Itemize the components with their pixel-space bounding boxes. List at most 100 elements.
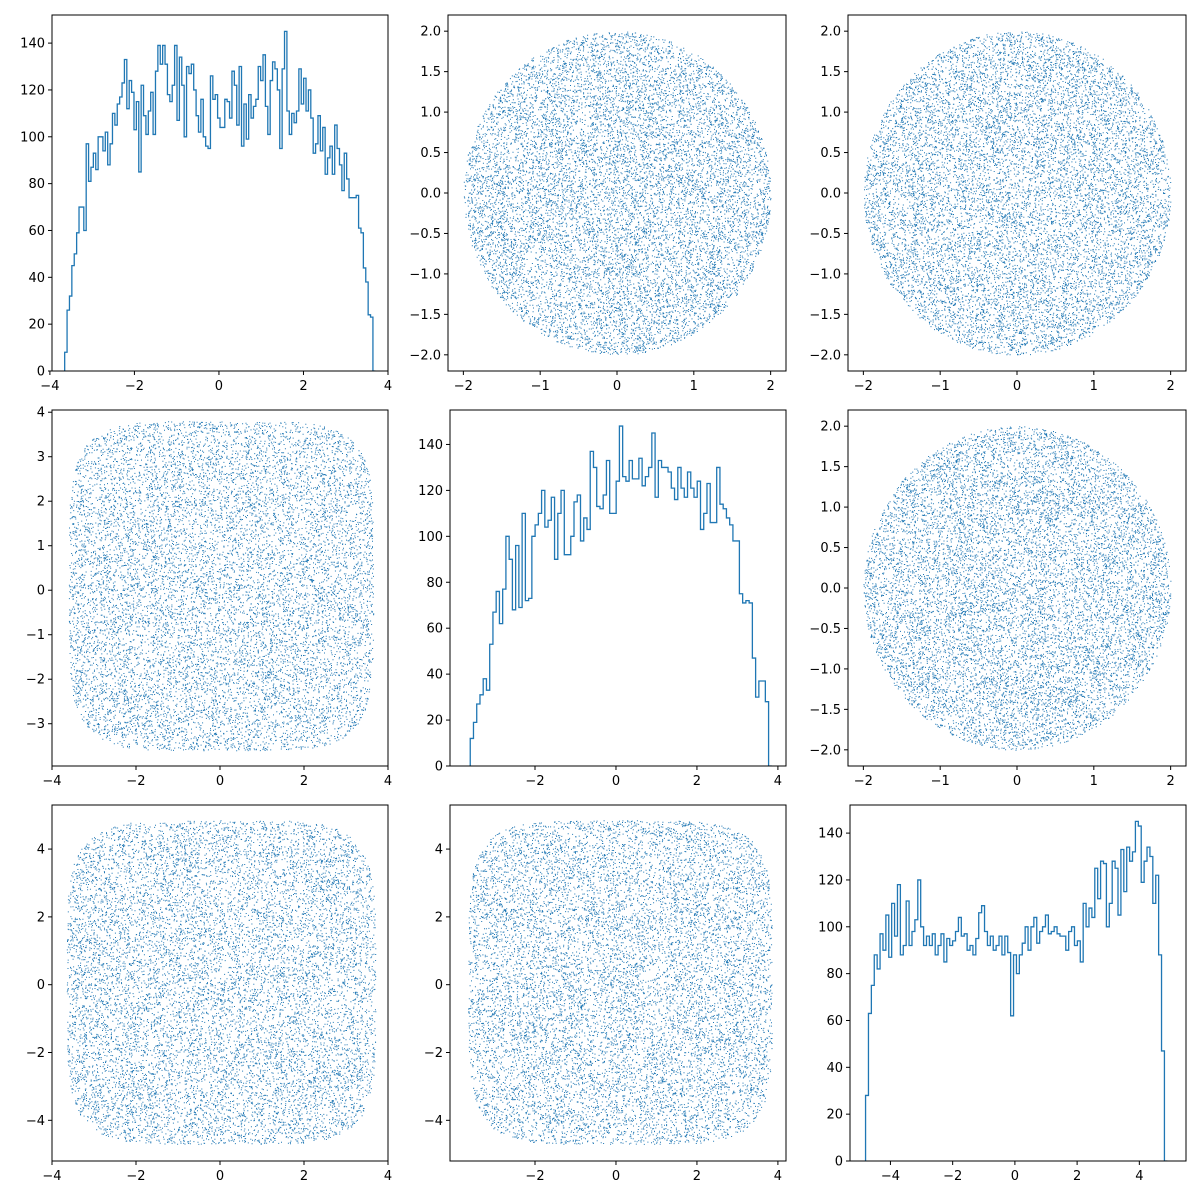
y-tick-label: 40 [426,668,443,683]
y-tick-label: 60 [426,622,443,637]
y-tick-label: −1.0 [409,267,441,282]
y-tick-label: 1.0 [820,501,841,516]
y-tick-label: −2 [26,1046,45,1061]
y-tick-label: 4 [37,406,45,421]
y-tick-label: −1.5 [409,308,441,323]
y-tick-label: 4 [37,843,45,858]
axes-frame [847,409,1187,767]
subplot-row1-col3: −2 −1 0 1 2 −2.0 −1.5 −1.0 −0.5 0.0 0.5 1.0 1.5 2.0 [809,14,1187,394]
x-tick-label: 4 [384,379,392,394]
y-tick-label: 100 [418,530,443,545]
y-tick-label: −1.5 [809,703,841,718]
x-tick-label: 1 [690,379,698,394]
y-tick-label: −2.0 [409,348,441,363]
y-tick-label: −3 [26,717,45,732]
y-tick-label: −0.5 [809,622,841,637]
y-tick-label: 60 [826,1014,843,1029]
histogram-step-line [64,30,376,371]
x-tick-label: −2 [525,1169,544,1184]
y-tick-label: 40 [826,1061,843,1076]
y-tick-label: 2 [435,910,443,925]
y-tick-label: −2.0 [809,743,841,758]
y-tick-label: 1.5 [420,65,441,80]
y-tick-label: 0.0 [820,187,841,202]
y-tick-label: −4 [424,1114,443,1129]
y-tick-label: 60 [28,224,45,239]
scatter-points [68,421,375,752]
y-tick-label: 4 [435,843,443,858]
y-tick-label: 0.0 [820,582,841,597]
subplot-row1-col2: −2 −1 0 1 2 −2.0 −1.5 −1.0 −0.5 0.0 0.5 1.0 1.5 2.0 [409,14,787,394]
y-tick-label: 40 [28,271,45,286]
scatter-points [66,820,377,1145]
y-tick-label: 120 [418,484,443,499]
y-tick-label: −1.0 [809,267,841,282]
axes-frame [849,804,1187,1162]
x-tick-label: −1 [931,774,950,789]
y-tick-label: 80 [426,576,443,591]
y-tick-label: 0.5 [820,541,841,556]
subplot-row2-col3: −2 −1 0 1 2 −2.0 −1.5 −1.0 −0.5 0.0 0.5 1.0 1.5 2.0 [809,409,1187,789]
y-tick-label: 0 [835,1155,843,1170]
subplot-row3-col2: −2 0 2 4 −4 −2 0 2 4 [424,804,787,1184]
x-tick-label: 2 [299,379,307,394]
subplot-row2-col1: −4 −2 0 2 4 −3 −2 −1 0 1 2 3 4 [26,406,392,789]
y-tick-label: 2.0 [420,25,441,40]
x-tick-label: 2 [300,774,308,789]
x-tick-label: 0 [216,1169,224,1184]
y-tick-label: 20 [426,714,443,729]
y-tick-label: 100 [818,920,843,935]
y-tick-label: 120 [20,83,45,98]
y-tick-label: −1.5 [809,308,841,323]
y-tick-label: 1.5 [820,460,841,475]
y-tick-label: 2.0 [820,25,841,40]
x-tick-label: 0 [1013,379,1021,394]
x-tick-label: 0 [612,774,620,789]
y-tick-label: 0 [435,978,443,993]
y-tick-label: −1 [26,628,45,643]
y-tick-label: 140 [418,438,443,453]
x-tick-label: 4 [774,774,782,789]
x-tick-label: 0 [1011,1169,1019,1184]
x-tick-label: 0 [1013,774,1021,789]
x-tick-label: −2 [126,774,145,789]
y-tick-label: 0 [37,978,45,993]
y-tick-label: 2 [37,495,45,510]
x-tick-label: −4 [40,379,59,394]
x-tick-label: 2 [1166,379,1174,394]
y-tick-label: 0.5 [420,146,441,161]
x-tick-label: −1 [531,379,550,394]
axes-frame [51,14,389,372]
y-tick-label: −2.0 [809,348,841,363]
axes-frame [847,14,1187,372]
x-tick-label: 4 [1135,1169,1143,1184]
y-tick-label: −0.5 [409,227,441,242]
x-tick-label: −4 [881,1169,900,1184]
x-tick-label: 2 [1073,1169,1081,1184]
y-tick-label: 1.0 [820,106,841,121]
x-tick-label: 4 [384,774,392,789]
histogram-step-line [864,820,1168,1161]
y-tick-label: 80 [28,177,45,192]
histogram-step-line [469,425,772,766]
x-tick-label: −1 [931,379,950,394]
x-tick-label: 2 [693,774,701,789]
y-tick-label: 2 [37,910,45,925]
y-tick-label: 80 [826,967,843,982]
x-tick-label: −4 [42,774,61,789]
y-tick-label: 1.0 [420,106,441,121]
x-tick-label: 0 [613,379,621,394]
y-tick-label: −2 [424,1046,443,1061]
y-tick-label: 100 [20,130,45,145]
x-tick-label: 2 [766,379,774,394]
axes-frame [449,409,787,767]
y-tick-label: −2 [26,673,45,688]
x-tick-label: 1 [1090,379,1098,394]
y-tick-label: 140 [818,827,843,842]
x-tick-label: 2 [1166,774,1174,789]
y-tick-label: 0.5 [820,146,841,161]
